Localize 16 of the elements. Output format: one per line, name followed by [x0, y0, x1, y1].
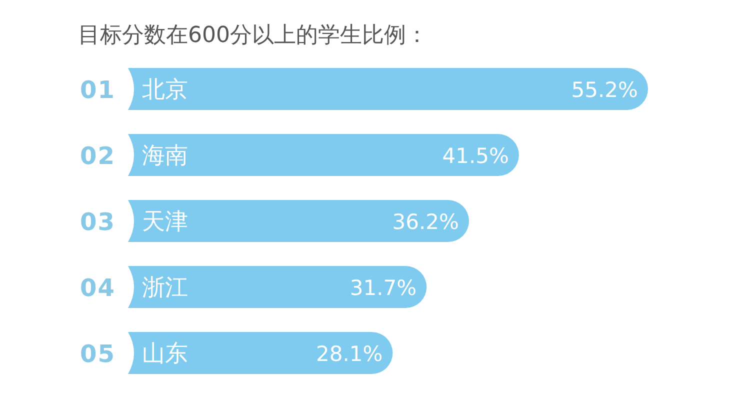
y-tick-label: 浙江 — [142, 275, 188, 301]
y-tick-label: 北京 — [142, 77, 188, 103]
text: 05 — [80, 340, 116, 368]
data-label: 36.2% — [392, 210, 460, 234]
data-label: 55.2% — [571, 78, 638, 102]
text: 04 — [80, 274, 116, 302]
text: 02 — [80, 142, 116, 170]
data-label: 28.1% — [316, 342, 383, 366]
text: 01 — [80, 76, 116, 104]
y-tick-label: 天津 — [142, 209, 188, 235]
chart-title: 目标分数在600分以上的学生比例： — [78, 23, 428, 48]
y-tick-label: 山东 — [142, 341, 188, 367]
y-tick-label: 海南 — [142, 143, 188, 169]
text: 03 — [80, 208, 116, 236]
data-label: 31.7% — [350, 276, 417, 300]
data-label: 41.5% — [442, 144, 509, 168]
